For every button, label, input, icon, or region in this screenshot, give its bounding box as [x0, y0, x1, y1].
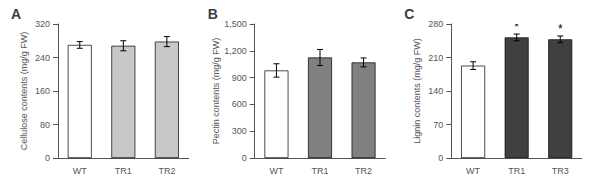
svg-text:210: 210 [428, 53, 443, 63]
svg-text:0: 0 [242, 153, 247, 163]
svg-text:0: 0 [45, 153, 50, 163]
svg-text:900: 900 [232, 73, 247, 83]
svg-text:80: 80 [40, 120, 50, 130]
svg-text:WT: WT [73, 166, 87, 176]
svg-text:WT: WT [269, 166, 283, 176]
svg-text:160: 160 [35, 86, 50, 96]
svg-text:0: 0 [438, 153, 443, 163]
svg-text:1,500: 1,500 [224, 19, 247, 29]
svg-text:WT: WT [466, 166, 480, 176]
svg-text:TR3: TR3 [552, 166, 569, 176]
svg-text:TR1: TR1 [311, 166, 328, 176]
svg-text:*: * [558, 22, 563, 36]
svg-text:1,200: 1,200 [224, 46, 247, 56]
svg-text:Pectin contents (mg/g FW): Pectin contents (mg/g FW) [211, 38, 221, 145]
svg-text:C: C [404, 6, 414, 22]
svg-text:TR1: TR1 [115, 166, 132, 176]
svg-text:300: 300 [232, 126, 247, 136]
svg-text:A: A [11, 6, 21, 22]
svg-text:280: 280 [428, 19, 443, 29]
svg-text:TR2: TR2 [158, 166, 175, 176]
svg-text:240: 240 [35, 53, 50, 63]
svg-text:TR2: TR2 [355, 166, 372, 176]
svg-text:Lignin contents (mg/g FW): Lignin contents (mg/g FW) [412, 38, 422, 144]
svg-text:140: 140 [428, 86, 443, 96]
svg-text:70: 70 [433, 120, 443, 130]
svg-text:TR1: TR1 [508, 166, 525, 176]
svg-text:600: 600 [232, 99, 247, 109]
svg-text:Cellulose contents (mg/g FW): Cellulose contents (mg/g FW) [19, 32, 29, 151]
svg-text:*: * [514, 20, 519, 34]
svg-text:320: 320 [35, 19, 50, 29]
svg-text:B: B [208, 6, 218, 22]
